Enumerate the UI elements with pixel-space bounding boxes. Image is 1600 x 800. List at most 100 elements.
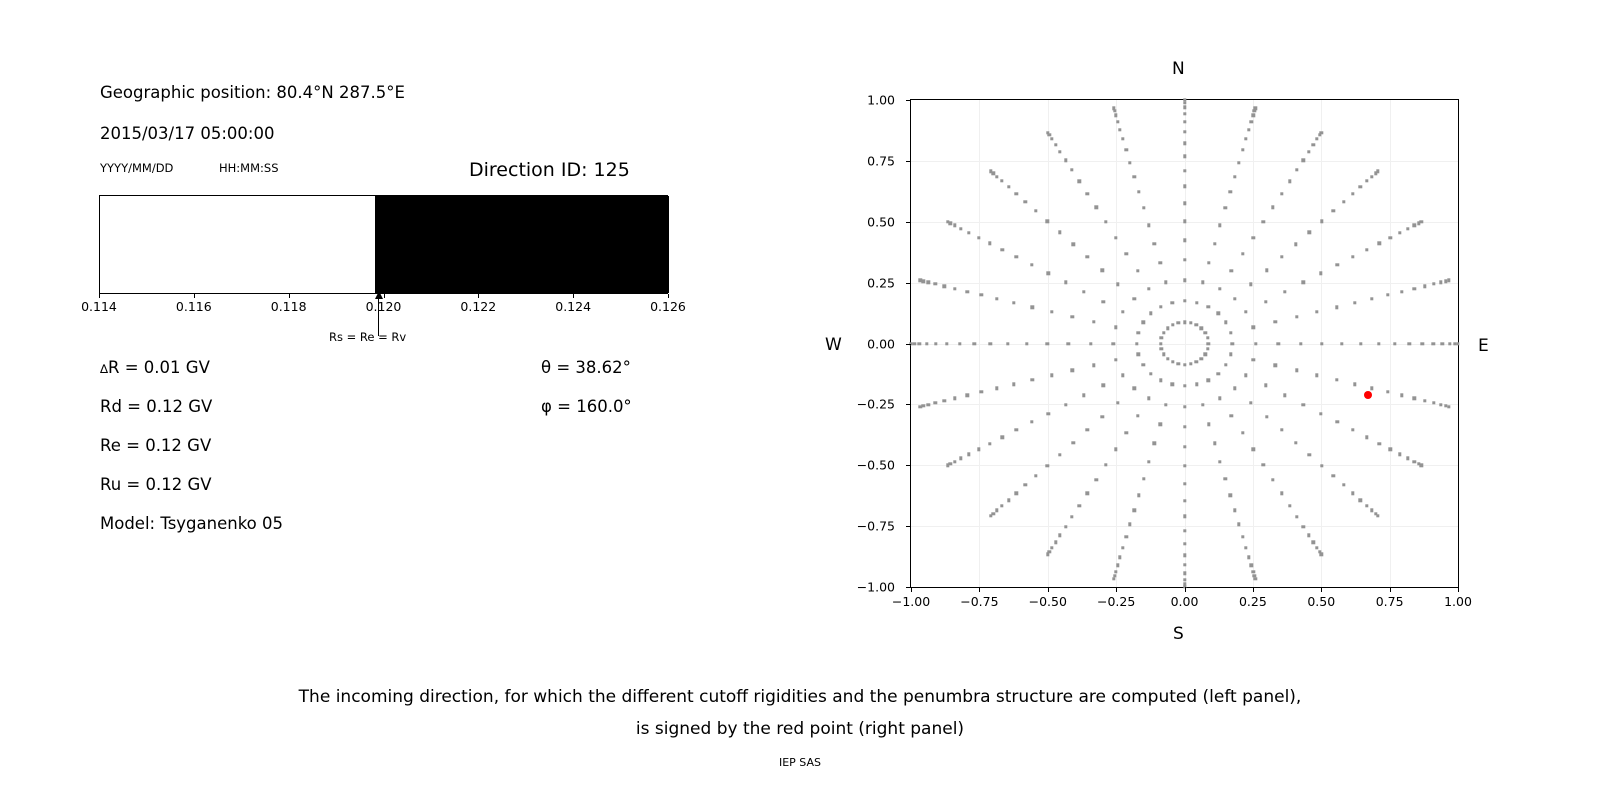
direction-point [1385, 390, 1390, 394]
direction-point [1201, 280, 1205, 285]
direction-point [1373, 171, 1378, 175]
direction-point [1118, 555, 1122, 560]
penumbra-forbidden-band [375, 196, 669, 293]
direction-point [1182, 105, 1187, 110]
penumbra-tick [478, 294, 480, 298]
direction-point [1012, 301, 1016, 305]
direction-point [1182, 563, 1187, 567]
direction-point [1334, 305, 1339, 309]
direction-point [1393, 341, 1397, 346]
direction-point [959, 456, 963, 461]
direction-point [912, 341, 916, 346]
direction-point [1137, 190, 1141, 194]
direction-point [1082, 393, 1086, 397]
direction-point [1317, 550, 1322, 554]
direction-point [1205, 347, 1210, 351]
direction-point [976, 447, 981, 452]
direction-point [1188, 321, 1193, 325]
direction-point [1085, 255, 1090, 259]
direction-point [1124, 431, 1129, 435]
selected-direction-point[interactable] [1363, 390, 1372, 399]
direction-point [1158, 261, 1162, 265]
direction-point [1070, 315, 1075, 319]
parameter-Re: Re = 0.12 GV [100, 436, 212, 455]
direction-point [1182, 299, 1187, 303]
direction-point [1203, 331, 1207, 335]
direction-point [1112, 576, 1116, 581]
direction-point [1283, 290, 1287, 294]
direction-point [1182, 514, 1187, 519]
direction-point [1182, 363, 1187, 367]
direction-point [1319, 271, 1323, 276]
direction-point [1373, 512, 1378, 516]
direction-point [1365, 179, 1369, 183]
direction-point [1350, 255, 1355, 259]
direction-point [1431, 401, 1436, 405]
direction-point [1006, 185, 1011, 189]
direction-point [1446, 278, 1451, 283]
direction-point [1249, 400, 1253, 405]
direction-point [933, 401, 937, 405]
direction-point [1128, 160, 1132, 165]
direction-point [1170, 323, 1175, 327]
direction-point [1406, 226, 1410, 231]
y-axis-tick [906, 587, 911, 588]
direction-point [1121, 373, 1125, 377]
direction-point [1276, 341, 1281, 346]
direction-point [1420, 341, 1424, 346]
direction-point [1279, 428, 1284, 432]
direction-point [1164, 280, 1168, 285]
date-format-label: YYYY/MM/DD [100, 161, 174, 175]
penumbra-tick [288, 294, 290, 298]
penumbra-structure-bar [99, 195, 669, 294]
direction-point [1228, 493, 1232, 497]
direction-point [1412, 223, 1416, 228]
direction-point [1252, 574, 1257, 578]
direction-point [1182, 464, 1187, 468]
direction-point [1228, 330, 1233, 335]
x-axis-tick [979, 587, 981, 592]
direction-point [1240, 252, 1245, 256]
direction-point [1385, 293, 1390, 297]
direction-point [1218, 459, 1222, 464]
direction-point [1388, 235, 1393, 240]
direction-point [1063, 280, 1068, 285]
direction-point [1114, 235, 1118, 240]
direction-point [1149, 311, 1153, 316]
direction-point [1370, 508, 1374, 513]
direction-point [1182, 405, 1187, 409]
direction-point [1176, 321, 1180, 325]
direction-point [1251, 325, 1255, 329]
direction-point [1249, 282, 1253, 287]
direction-point [1273, 320, 1277, 324]
direction-point [1315, 546, 1319, 550]
direction-point [1407, 341, 1412, 346]
direction-point [1416, 462, 1421, 466]
x-axis-tick [1252, 587, 1254, 592]
penumbra-tick [573, 294, 575, 298]
direction-point [1088, 341, 1093, 346]
time-format-label: HH:MM:SS [219, 161, 279, 175]
direction-point [1182, 542, 1187, 546]
x-axis-tick-label: 0.25 [1238, 594, 1267, 609]
direction-point [1006, 498, 1011, 502]
direction-point [1058, 533, 1062, 538]
direction-point [1114, 113, 1118, 118]
direction-point [1301, 158, 1306, 162]
direction-point [1046, 130, 1050, 135]
direction-point [1350, 428, 1355, 432]
direction-point [1034, 474, 1038, 478]
direction-point [1121, 546, 1125, 550]
direction-point [1070, 168, 1074, 172]
direction-point [1152, 242, 1157, 246]
direction-point [1136, 352, 1141, 357]
direction-point [1194, 360, 1199, 364]
direction-point [1412, 396, 1416, 400]
direction-point [1251, 113, 1255, 118]
direction-point [1412, 287, 1416, 291]
direction-point [1085, 491, 1090, 495]
direction-point [1182, 553, 1187, 557]
direction-id-label: Direction ID: 125 [469, 159, 630, 181]
gridline-horizontal [911, 404, 1458, 406]
direction-point [1419, 220, 1424, 224]
